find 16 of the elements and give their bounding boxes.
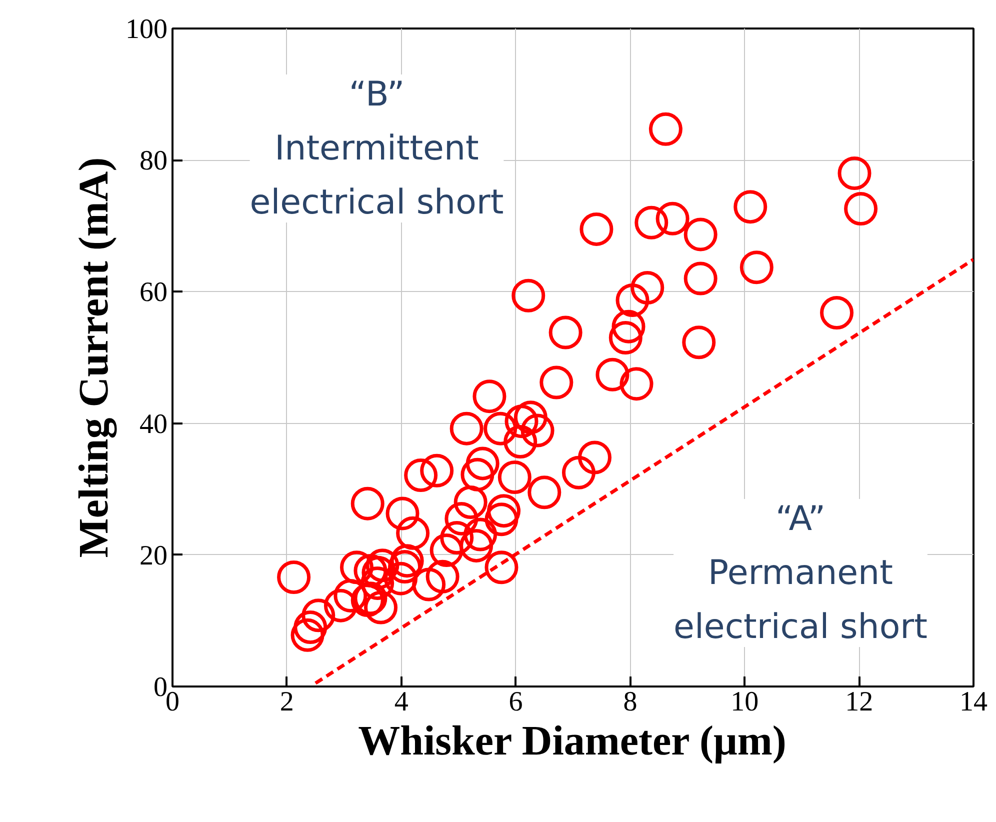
- x-tick-label: 8: [623, 686, 638, 718]
- annotation: “B” Intermittent electrical short: [250, 74, 504, 223]
- x-tick-label: 6: [508, 686, 523, 718]
- y-axis-title: Melting Current (mA): [72, 157, 118, 558]
- annotation: “A” Permanent electrical short: [674, 499, 928, 648]
- x-tick-label: 10: [730, 686, 759, 718]
- y-tick-label: 60: [140, 277, 168, 308]
- y-tick-label: 20: [140, 540, 168, 572]
- x-tick-label: 2: [280, 686, 294, 718]
- y-tick-label: 100: [126, 14, 168, 45]
- x-tick-label: 4: [394, 686, 408, 718]
- x-axis-title: Whisker Diameter (μm): [358, 718, 786, 764]
- x-tick-label: 14: [960, 686, 988, 718]
- y-tick-label: 40: [140, 408, 168, 440]
- x-tick-label: 12: [845, 686, 874, 718]
- y-tick-label: 80: [140, 146, 168, 177]
